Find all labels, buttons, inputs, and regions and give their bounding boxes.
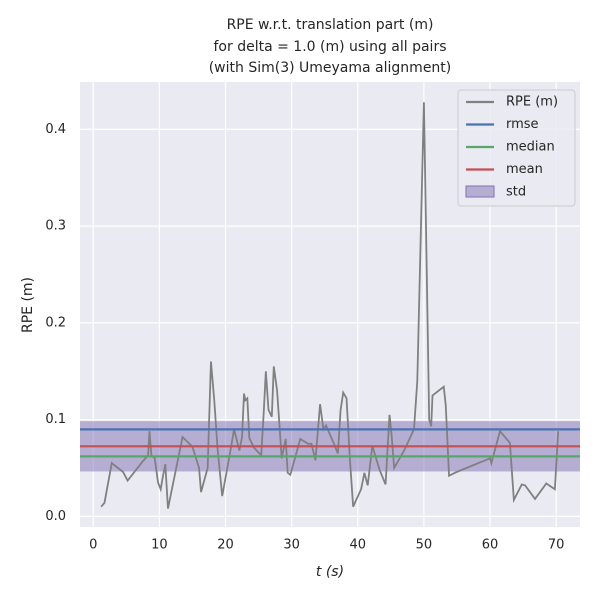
chart-title: (with Sim(3) Umeyama alignment) (209, 60, 452, 76)
x-tick-label: 70 (548, 538, 565, 553)
x-axis-label: t (s) (316, 564, 344, 580)
y-tick-label: 0.2 (45, 315, 66, 330)
legend-label: rmse (506, 117, 539, 132)
chart-title: for delta = 1.0 (m) using all pairs (214, 39, 447, 55)
x-tick-label: 30 (283, 538, 300, 553)
x-tick-label: 60 (482, 538, 499, 553)
y-tick-label: 0.1 (45, 412, 66, 427)
legend-swatch (465, 185, 495, 198)
y-axis-label: RPE (m) (20, 277, 36, 333)
legend-label: mean (506, 162, 543, 177)
x-tick-label: 10 (151, 538, 168, 553)
legend-label: median (506, 140, 555, 155)
legend-label: RPE (m) (506, 95, 558, 110)
x-tick-label: 20 (217, 538, 234, 553)
legend (457, 89, 576, 207)
x-tick-label: 0 (89, 538, 97, 553)
x-tick-label: 50 (416, 538, 433, 553)
data-line (100, 102, 560, 509)
x-tick-label: 40 (350, 538, 367, 553)
legend-label: std (506, 185, 526, 200)
y-tick-label: 0.4 (45, 122, 66, 137)
y-tick-label: 0.0 (45, 509, 66, 524)
chart-title: RPE w.r.t. translation part (m) (227, 17, 434, 33)
y-tick-label: 0.3 (45, 219, 66, 234)
